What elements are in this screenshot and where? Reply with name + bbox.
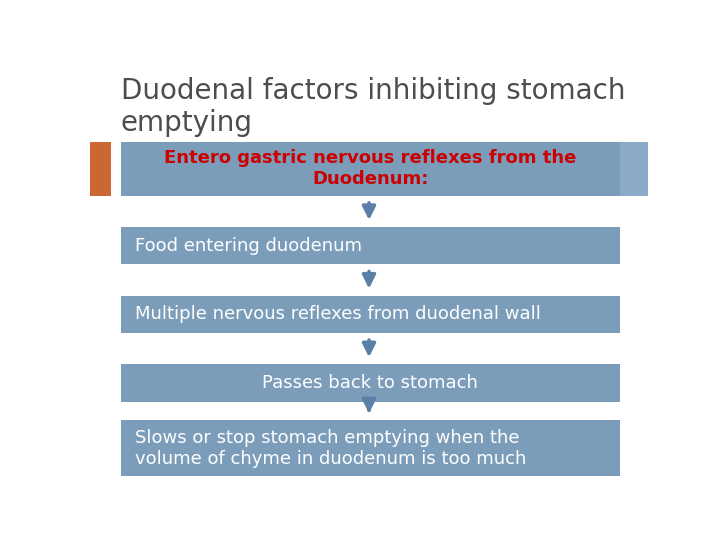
FancyBboxPatch shape — [121, 227, 620, 265]
Text: Entero gastric nervous reflexes from the
Duodenum:: Entero gastric nervous reflexes from the… — [164, 150, 577, 188]
FancyBboxPatch shape — [121, 420, 620, 476]
Text: Duodenal factors inhibiting stomach
emptying: Duodenal factors inhibiting stomach empt… — [121, 77, 625, 137]
FancyBboxPatch shape — [121, 364, 620, 402]
Text: Passes back to stomach: Passes back to stomach — [263, 374, 478, 392]
FancyBboxPatch shape — [121, 295, 620, 333]
FancyBboxPatch shape — [620, 141, 648, 196]
FancyBboxPatch shape — [121, 141, 620, 196]
FancyBboxPatch shape — [90, 141, 111, 196]
Text: Multiple nervous reflexes from duodenal wall: Multiple nervous reflexes from duodenal … — [135, 305, 541, 323]
Text: Slows or stop stomach emptying when the
volume of chyme in duodenum is too much: Slows or stop stomach emptying when the … — [135, 429, 526, 468]
Text: Food entering duodenum: Food entering duodenum — [135, 237, 361, 255]
